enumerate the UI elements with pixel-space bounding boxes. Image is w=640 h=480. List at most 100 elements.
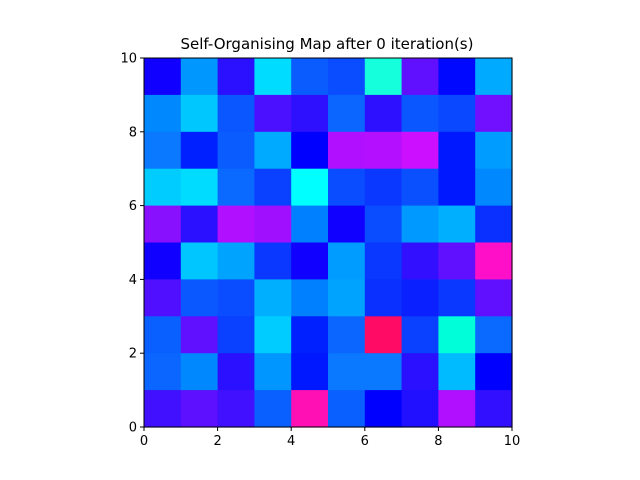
heatmap-cell <box>475 205 513 244</box>
heatmap-cell <box>364 58 403 96</box>
heatmap-cell <box>144 131 182 170</box>
heatmap-cell <box>180 168 219 207</box>
y-tick-label: 8 <box>129 125 137 140</box>
heatmap-cell <box>364 131 403 170</box>
heatmap-cell <box>364 242 403 280</box>
heatmap-cell <box>328 353 366 391</box>
heatmap-cell <box>291 353 329 391</box>
heatmap-cell <box>438 168 476 207</box>
heatmap-cell <box>180 242 219 280</box>
heatmap-cell <box>438 353 476 391</box>
heatmap-cell <box>291 242 329 280</box>
heatmap-cell <box>254 242 292 280</box>
heatmap-cell <box>144 353 182 391</box>
heatmap-cell <box>438 279 476 317</box>
heatmap-cell <box>438 58 476 96</box>
y-axis: 0 2 4 6 8 10 <box>120 52 144 436</box>
heatmap-cell <box>254 279 292 317</box>
heatmap-cell <box>401 279 439 317</box>
heatmap-cell <box>144 168 182 207</box>
heatmap-cell <box>438 390 476 428</box>
x-tick-label: 0 <box>140 434 148 449</box>
heatmap-cell <box>180 205 219 244</box>
heatmap-cell <box>438 316 476 354</box>
heatmap-cell <box>144 279 182 317</box>
heatmap-cell <box>401 131 439 170</box>
heatmap-cell <box>217 168 255 207</box>
heatmap-cell <box>144 94 182 133</box>
heatmap-cell <box>328 131 366 170</box>
heatmap-cell <box>401 205 439 244</box>
heatmap-cell <box>401 94 439 133</box>
heatmap-cell <box>401 353 439 391</box>
x-tick-label: 4 <box>287 434 295 449</box>
heatmap-cell <box>438 205 476 244</box>
heatmap-cell <box>328 390 366 428</box>
x-tick-label: 10 <box>504 434 521 449</box>
heatmap-cell <box>364 390 403 428</box>
heatmap-cell <box>180 353 219 391</box>
heatmap-cell <box>144 390 182 428</box>
heatmap-cell <box>328 58 366 96</box>
heatmap-cell <box>180 131 219 170</box>
heatmap-cell <box>328 205 366 244</box>
heatmap-cell <box>144 58 182 96</box>
heatmap-cell <box>217 316 255 354</box>
heatmap-cell <box>475 353 513 391</box>
x-tick-label: 6 <box>361 434 369 449</box>
heatmap-cell <box>254 205 292 244</box>
heatmap-cell <box>475 242 513 280</box>
heatmap-cell <box>180 390 219 428</box>
heatmap-cell <box>144 205 182 244</box>
heatmap-cell <box>291 58 329 96</box>
x-axis: 0 2 4 6 8 10 <box>140 427 520 449</box>
heatmap-cell <box>217 279 255 317</box>
x-tick-label: 8 <box>434 434 442 449</box>
heatmap-cell <box>364 205 403 244</box>
y-tick-label: 4 <box>129 273 137 288</box>
heatmap-cell <box>364 168 403 207</box>
y-tick-label: 2 <box>129 347 137 362</box>
heatmap-cell <box>291 131 329 170</box>
heatmap-cell <box>217 205 255 244</box>
plot-frame <box>143 57 513 428</box>
chart-title: Self-Organising Map after 0 iteration(s) <box>181 35 474 53</box>
heatmap-cells <box>144 58 513 428</box>
heatmap-cell <box>254 316 292 354</box>
heatmap-cell <box>364 279 403 317</box>
heatmap-cell <box>364 94 403 133</box>
heatmap-cell <box>438 131 476 170</box>
heatmap-cell <box>475 390 513 428</box>
heatmap-cell <box>144 242 182 280</box>
heatmap-cell <box>291 390 329 428</box>
heatmap-cell <box>291 316 329 354</box>
heatmap-cell <box>217 94 255 133</box>
heatmap-cell <box>328 279 366 317</box>
heatmap-cell <box>144 316 182 354</box>
heatmap-cell <box>254 58 292 96</box>
heatmap-cell <box>217 353 255 391</box>
heatmap-cell <box>180 94 219 133</box>
heatmap-cell <box>328 168 366 207</box>
heatmap-cell <box>328 316 366 354</box>
heatmap-cell <box>328 94 366 133</box>
heatmap-cell <box>401 242 439 280</box>
heatmap-cell <box>291 94 329 133</box>
heatmap-cell <box>438 94 476 133</box>
heatmap-cell <box>475 94 513 133</box>
heatmap-cell <box>291 168 329 207</box>
heatmap-cell <box>217 131 255 170</box>
x-tick-label: 2 <box>213 434 221 449</box>
heatmap-cell <box>254 131 292 170</box>
heatmap-cell <box>364 353 403 391</box>
heatmap-cell <box>217 58 255 96</box>
heatmap-cell <box>217 390 255 428</box>
heatmap-cell <box>401 316 439 354</box>
heatmap-cell <box>254 353 292 391</box>
heatmap-cell <box>180 279 219 317</box>
heatmap-cell <box>475 316 513 354</box>
heatmap-cell <box>401 168 439 207</box>
heatmap-cell <box>254 94 292 133</box>
heatmap-cell <box>328 242 366 280</box>
